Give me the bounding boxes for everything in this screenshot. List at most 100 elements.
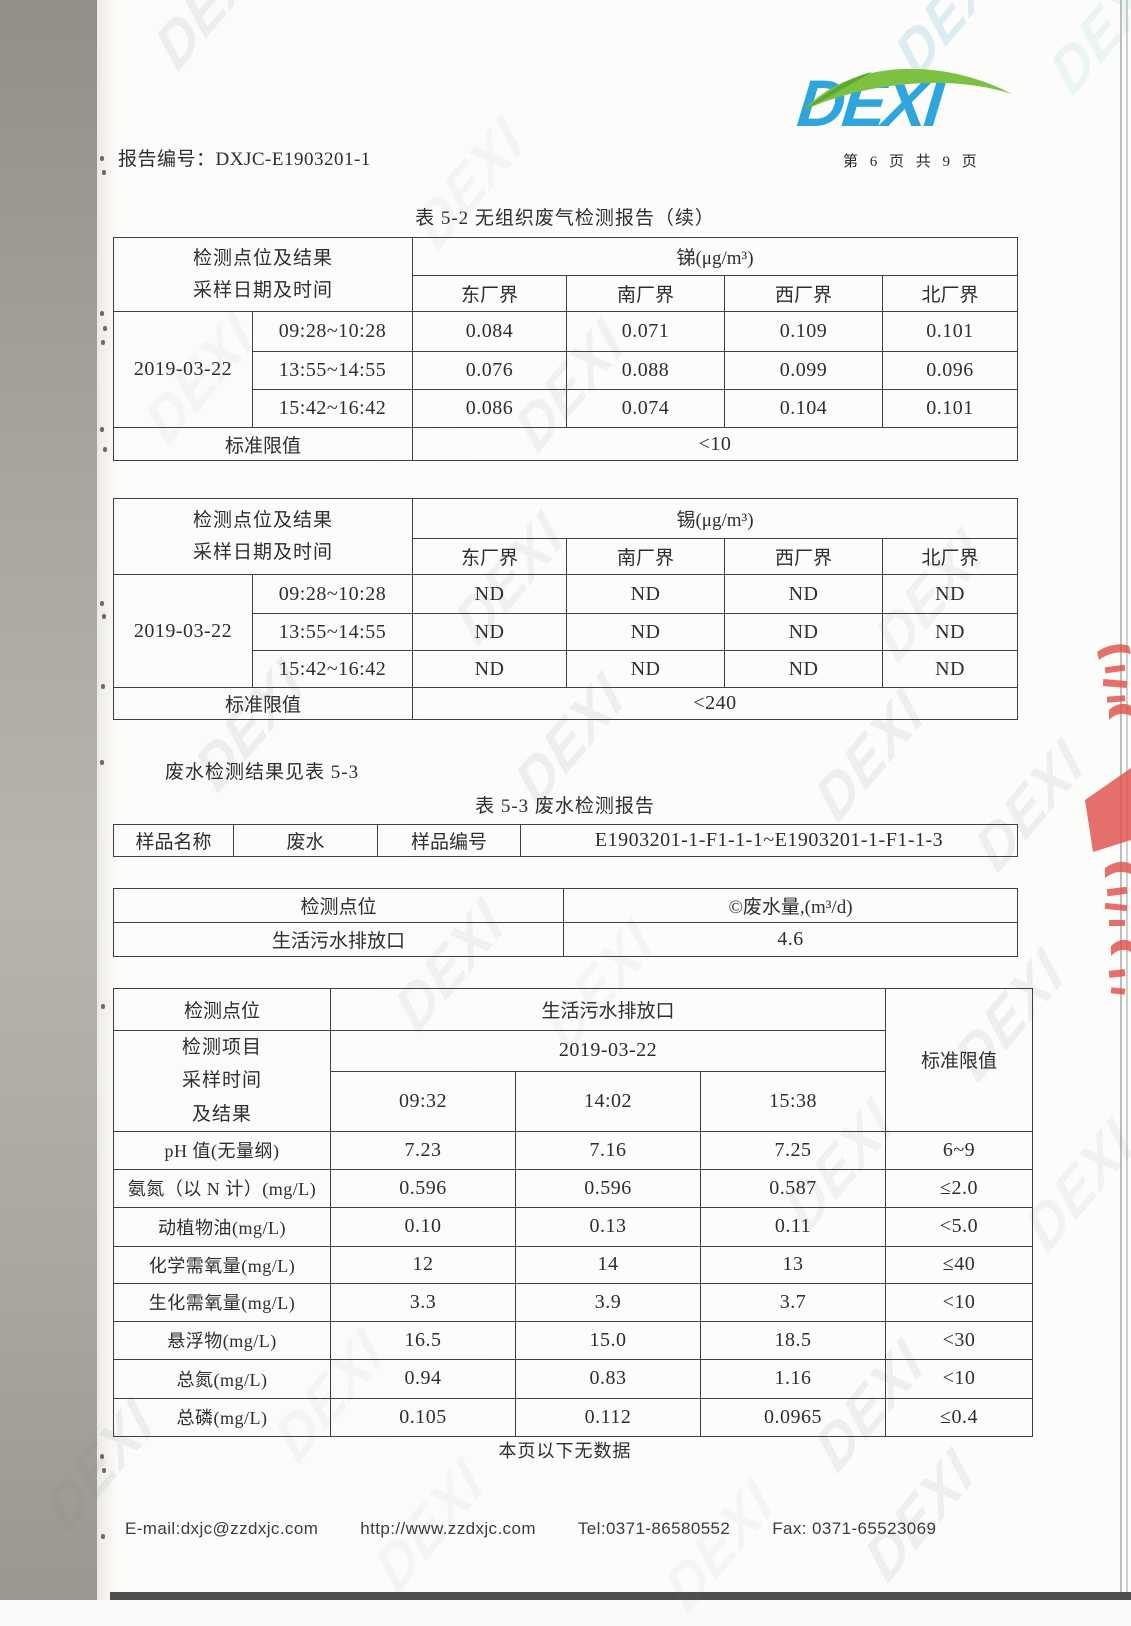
sample-no-label: 样品编号 <box>377 824 521 857</box>
result-cell: ND <box>724 574 884 614</box>
corner-line1: 检测点位及结果 <box>193 510 334 532</box>
result-cell: 0.10 <box>330 1206 516 1247</box>
result-cell: 3.7 <box>700 1282 886 1322</box>
result-cell: 3.3 <box>330 1282 516 1322</box>
corner-header: 检测点位及结果 采样日期及时间 <box>112 237 414 312</box>
red-stamp-fragment <box>1085 644 1131 995</box>
scanner-left-band <box>0 0 97 1600</box>
limit-label: 标准限值 <box>112 427 414 461</box>
flow-label: ©废水量,(m³/d) <box>563 888 1018 923</box>
result-cell: 16.5 <box>330 1320 516 1360</box>
sample-time: 09:32 <box>330 1070 516 1132</box>
limit-label: 标准限值 <box>112 687 414 720</box>
result-cell: 1.16 <box>700 1358 886 1399</box>
limit-value: <5.0 <box>885 1206 1033 1247</box>
limit-value: 6~9 <box>885 1130 1033 1170</box>
limit-value: ≤0.4 <box>885 1397 1033 1437</box>
result-cell: 18.5 <box>700 1320 886 1360</box>
limit-value: <10 <box>885 1358 1033 1399</box>
boundary-header: 东厂界 <box>412 275 568 312</box>
sample-date: 2019-03-22 <box>330 1030 886 1072</box>
point-label: 检测点位 <box>113 988 331 1031</box>
result-cell: 7.16 <box>515 1130 701 1170</box>
sample-info-table: 样品名称 废水 样品编号 E1903201-1-F1-1-1~E1903201-… <box>113 824 1018 857</box>
result-cell: ND <box>882 650 1019 688</box>
sample-name-value: 废水 <box>233 824 378 857</box>
boundary-header: 南厂界 <box>566 275 726 312</box>
binding-speck <box>100 427 104 432</box>
result-cell: ND <box>882 613 1019 651</box>
analyte-header: 锡(μg/m³) <box>412 498 1019 539</box>
binding-speck <box>101 1534 105 1539</box>
result-cell: 0.071 <box>566 311 726 352</box>
binding-speck <box>101 1004 105 1009</box>
sample-time: 09:28~10:28 <box>251 574 414 614</box>
result-cell: ND <box>566 613 726 651</box>
binding-speck <box>103 447 107 452</box>
limit-value: ≤40 <box>885 1245 1033 1284</box>
result-cell: 0.074 <box>566 389 726 428</box>
gas-table-antimony: 检测点位及结果 采样日期及时间 锑(μg/m³) 东厂界 南厂界 西厂界 北厂界… <box>112 237 1019 461</box>
result-cell: 0.084 <box>412 311 568 352</box>
param-name: 动植物油(mg/L) <box>113 1206 331 1247</box>
item-line1: 检测项目 <box>181 1037 262 1058</box>
result-cell: 0.11 <box>700 1206 886 1247</box>
result-cell: ND <box>412 613 568 651</box>
param-name: 悬浮物(mg/L) <box>113 1320 331 1360</box>
corner-line1: 检测点位及结果 <box>193 248 334 270</box>
param-name: 生化需氧量(mg/L) <box>113 1282 331 1322</box>
result-cell: ND <box>412 574 568 614</box>
binding-speck <box>102 170 106 175</box>
sample-time: 14:02 <box>515 1070 701 1132</box>
corner-header: 检测点位及结果 采样日期及时间 <box>112 498 414 575</box>
result-cell: 0.088 <box>566 351 726 390</box>
corner-line2: 采样日期及时间 <box>193 279 334 301</box>
limit-header: 标准限值 <box>885 988 1033 1132</box>
result-cell: 0.596 <box>330 1168 516 1208</box>
sample-time: 09:28~10:28 <box>251 311 414 352</box>
contact-line: E-mail:dxjc@zzdxjc.com http://www.zzdxjc… <box>125 1519 1025 1539</box>
gas-table-tin: 检测点位及结果 采样日期及时间 锡(μg/m³) 东厂界 南厂界 西厂界 北厂界… <box>112 498 1019 720</box>
result-cell: 0.94 <box>330 1358 516 1399</box>
param-name: 化学需氧量(mg/L) <box>113 1245 331 1284</box>
binding-speck <box>100 760 104 765</box>
limit-value: <10 <box>885 1282 1033 1322</box>
binding-speck <box>100 156 104 161</box>
point-name: 生活污水排放口 <box>113 922 564 957</box>
binding-speck <box>103 326 107 331</box>
binding-speck <box>102 1468 106 1473</box>
contact-email: E-mail:dxjc@zzdxjc.com <box>125 1519 319 1538</box>
boundary-header: 西厂界 <box>724 275 884 312</box>
item-time-result-header: 检测项目 采样时间 及结果 <box>113 1030 331 1132</box>
table-5-3-title: 表 5-3 废水检测报告 <box>475 796 655 817</box>
item-line2: 采样时间 <box>181 1070 262 1092</box>
contact-website: http://www.zzdxjc.com <box>360 1519 536 1538</box>
boundary-header: 北厂界 <box>882 275 1019 312</box>
result-cell: 0.13 <box>515 1206 701 1247</box>
boundary-header: 北厂界 <box>882 538 1019 575</box>
result-cell: 0.109 <box>724 311 884 352</box>
result-cell: ND <box>724 613 884 651</box>
boundary-header: 南厂界 <box>566 538 726 575</box>
result-cell: 0.101 <box>882 311 1019 352</box>
result-cell: 0.096 <box>882 351 1019 390</box>
result-cell: 0.596 <box>515 1168 701 1208</box>
result-cell: ND <box>566 650 726 688</box>
result-cell: 13 <box>700 1245 886 1284</box>
contact-tel: Tel:0371-86580552 <box>577 1519 731 1538</box>
result-cell: ND <box>724 650 884 688</box>
corner-line2: 采样日期及时间 <box>193 541 334 563</box>
report-number: 报告编号：DXJC-E1903201-1 <box>118 149 371 170</box>
item-line3: 及结果 <box>191 1103 252 1125</box>
wastewater-results-table: 检测点位 生活污水排放口 标准限值 检测项目 采样时间 及结果 2019-03-… <box>113 988 1033 1437</box>
scan-bottom-shadow <box>110 1592 1131 1600</box>
binding-speck <box>101 684 105 689</box>
limit-value: <240 <box>412 687 1019 720</box>
param-name: pH 值(无量纲) <box>113 1130 331 1170</box>
limit-value: <10 <box>412 427 1019 461</box>
sample-no-value: E1903201-1-F1-1-1~E1903201-1-F1-1-3 <box>520 824 1018 857</box>
limit-value: <30 <box>885 1320 1033 1360</box>
result-cell: 3.9 <box>515 1282 701 1322</box>
binding-speck <box>100 1454 104 1459</box>
